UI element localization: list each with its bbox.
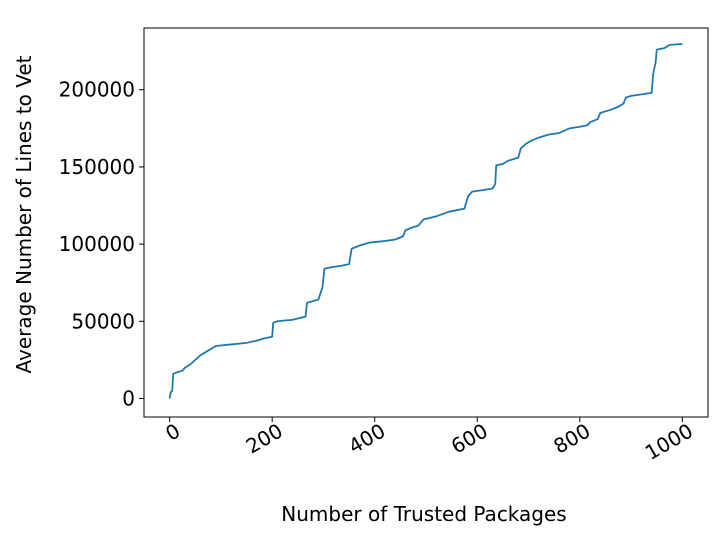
x-tick-label: 600: [447, 419, 492, 459]
y-axis-label: Average Number of Lines to Vet: [12, 55, 36, 373]
y-tick-label: 50000: [71, 309, 135, 333]
x-tick-label: 400: [344, 419, 389, 459]
plot-frame: [143, 27, 709, 418]
y-axis: 0 50000 100000 150000 200000: [59, 78, 144, 410]
y-tick-label: 0: [122, 386, 135, 410]
x-tick-label: 200: [242, 419, 287, 459]
y-tick-label: 100000: [59, 232, 135, 256]
plot-area: [143, 27, 709, 418]
y-tick-label: 200000: [59, 78, 135, 102]
series-line-0: [168, 43, 683, 399]
x-axis: 0 200 400 600 800 1000: [161, 417, 697, 465]
x-axis-label: Number of Trusted Packages: [281, 502, 566, 526]
y-tick-label: 150000: [59, 155, 135, 179]
x-tick-label: 1000: [641, 419, 697, 465]
x-tick-label: 0: [161, 419, 184, 446]
x-tick-label: 800: [549, 419, 594, 459]
